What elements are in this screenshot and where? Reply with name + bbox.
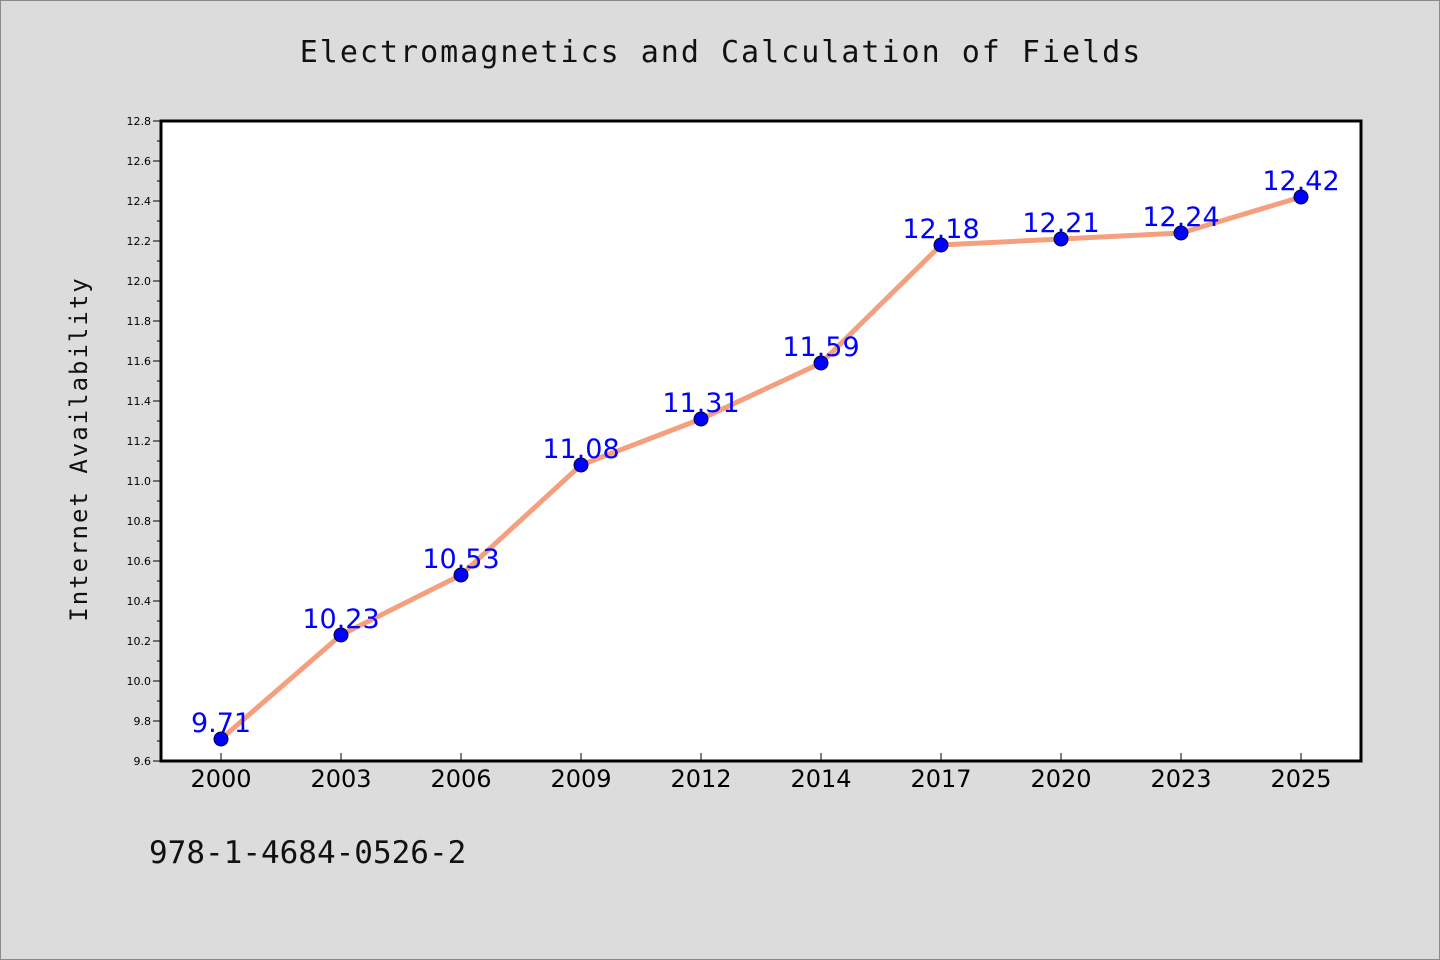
data-point [333, 627, 349, 643]
y-tick-label: 12.8 [127, 115, 152, 128]
data-label: 11.59 [782, 332, 859, 363]
data-point [573, 457, 589, 473]
y-tick-label: 12.2 [127, 235, 152, 248]
data-label: 12.21 [1022, 208, 1099, 239]
chart-title: Electromagnetics and Calculation of Fiel… [299, 35, 1143, 70]
x-tick-label: 2000 [190, 765, 251, 793]
y-tick-label: 10.2 [127, 635, 152, 648]
y-axis-label: Internet Availability [65, 276, 93, 621]
x-axis: 2000 2003 2006 2009 2012 2014 2017 2020 2023 2025 [190, 753, 1332, 793]
y-tick-label: 10.0 [127, 675, 152, 688]
y-tick-label: 9.8 [134, 715, 152, 728]
plot-area [159, 119, 1363, 763]
data-point [813, 355, 829, 371]
y-tick-label: 10.8 [127, 515, 152, 528]
y-tick-label: 11.0 [127, 475, 152, 488]
y-tick-label: 9.6 [134, 755, 152, 768]
x-tick-label: 2003 [310, 765, 371, 793]
y-tick-label: 12.0 [127, 275, 152, 288]
x-tick-label: 2023 [1150, 765, 1211, 793]
data-point [1053, 231, 1069, 247]
data-point [693, 411, 709, 427]
data-label: 12.42 [1262, 166, 1339, 197]
data-point [453, 567, 469, 583]
y-tick-label: 12.6 [127, 155, 152, 168]
series-layer: 9.71 10.23 10.53 11.08 11.31 11.59 12.18 12.21 1… [191, 166, 1340, 747]
y-tick-label: 12.4 [127, 195, 152, 208]
data-label: 10.53 [422, 544, 499, 575]
data-label: 11.08 [542, 434, 619, 465]
data-point [213, 731, 229, 747]
data-point [1293, 189, 1309, 205]
isbn-text: 978-1-4684-0526-2 [149, 835, 467, 871]
data-label: 12.18 [902, 214, 979, 245]
data-label: 10.23 [302, 604, 379, 635]
x-tick-label: 2009 [550, 765, 611, 793]
x-tick-label: 2006 [430, 765, 491, 793]
y-tick-label: 11.8 [127, 315, 152, 328]
y-tick-label: 11.6 [127, 355, 152, 368]
x-tick-label: 2020 [1030, 765, 1091, 793]
x-tick-label: 2017 [910, 765, 971, 793]
y-tick-label: 10.4 [127, 595, 152, 608]
x-tick-label: 2014 [790, 765, 851, 793]
data-label: 11.31 [662, 388, 739, 419]
data-point [933, 237, 949, 253]
data-label: 9.71 [191, 708, 251, 739]
y-axis: 9.6 9.8 10.0 10.2 10.4 10.6 10.8 11.0 11.2 11.4 11… [127, 115, 161, 768]
y-tick-label: 11.4 [127, 395, 152, 408]
data-point [1173, 225, 1189, 241]
series-line [218, 194, 1304, 742]
x-tick-label: 2025 [1270, 765, 1331, 793]
data-label: 12.24 [1142, 202, 1219, 233]
y-tick-label: 10.6 [127, 555, 152, 568]
y-tick-label: 11.2 [127, 435, 152, 448]
x-tick-label: 2012 [670, 765, 731, 793]
